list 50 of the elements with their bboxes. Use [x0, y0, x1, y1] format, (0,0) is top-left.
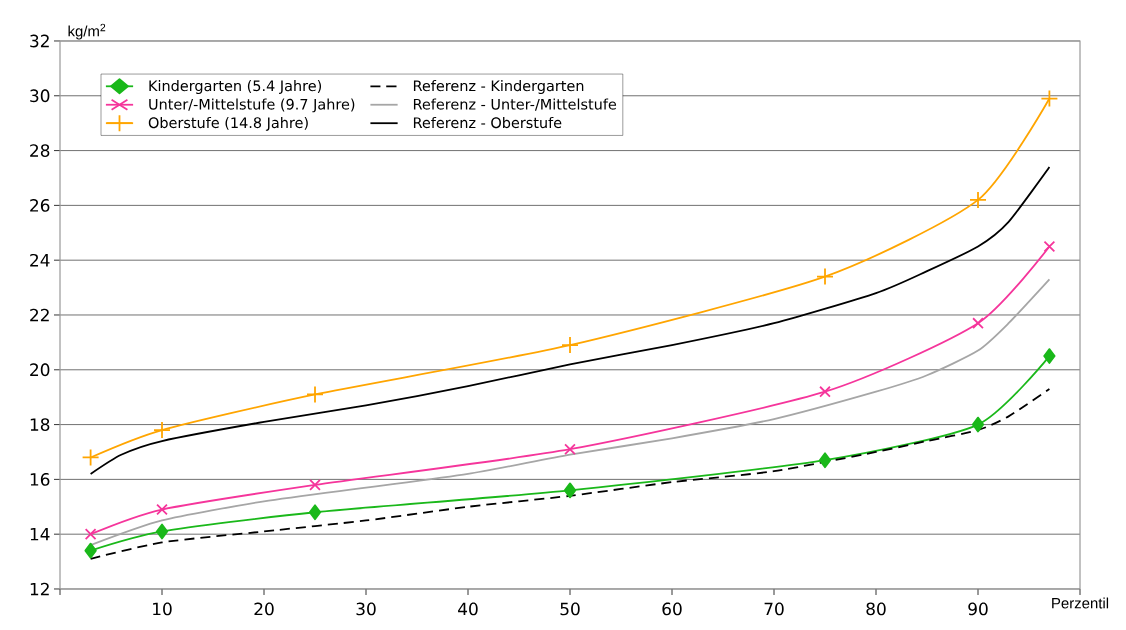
point	[306, 385, 324, 404]
point	[561, 336, 579, 355]
point	[818, 452, 832, 469]
point	[84, 528, 97, 541]
y-tick-label: 26	[30, 198, 50, 212]
point	[1043, 348, 1056, 364]
point	[816, 267, 834, 286]
point	[84, 542, 97, 559]
x-axis-title: Perzentil	[1052, 597, 1109, 609]
legend-label: Kindergarten (5.4 Jahre)	[149, 80, 322, 95]
y-tick-label: 30	[30, 89, 50, 103]
point	[971, 416, 985, 433]
x-tick-label: 50	[560, 602, 580, 616]
point	[155, 523, 169, 540]
legend-label: Referenz - Oberstufe	[413, 116, 562, 129]
y-tick-label: 12	[30, 582, 49, 596]
y-tick-label: 18	[30, 418, 50, 431]
point	[819, 385, 831, 398]
point	[563, 482, 577, 499]
x-tick-label: 20	[254, 602, 274, 616]
x-tick-label: 30	[356, 602, 376, 616]
y-tick-label: 28	[30, 144, 50, 157]
y-tick-label: 22	[30, 308, 49, 322]
y-tick-label: 16	[30, 472, 50, 486]
point	[309, 479, 321, 491]
legend-label: Unter/-Mittelstufe (9.7 Jahre)	[149, 98, 355, 113]
x-tick-label: 10	[153, 602, 172, 616]
y-tick-label: 14	[30, 528, 50, 541]
line-series	[89, 166, 1051, 475]
point	[81, 448, 100, 467]
point	[308, 504, 322, 521]
point	[564, 443, 576, 456]
point	[1043, 240, 1056, 253]
point	[969, 191, 987, 209]
y-tick-label: 24	[30, 253, 50, 267]
point	[153, 421, 171, 439]
point	[1040, 89, 1059, 108]
point	[156, 503, 168, 516]
x-tick-label: 80	[866, 602, 886, 616]
y-tick-label: 32	[30, 34, 49, 48]
y-tick-label: 20	[30, 363, 50, 377]
x-tick-label: 60	[662, 602, 682, 616]
x-tick-label: 70	[764, 602, 784, 616]
legend-label: Oberstufe (14.8 Jahre)	[148, 116, 308, 131]
legend-label: Referenz - Kindergarten	[413, 80, 584, 95]
legend-label: Referenz - Unter-/Mittelstufe	[413, 98, 617, 111]
x-tick-label: 90	[968, 602, 988, 616]
x-tick-label: 40	[458, 602, 478, 616]
point	[972, 317, 984, 330]
y-axis-title: kg/m$^{2}$	[68, 23, 106, 40]
